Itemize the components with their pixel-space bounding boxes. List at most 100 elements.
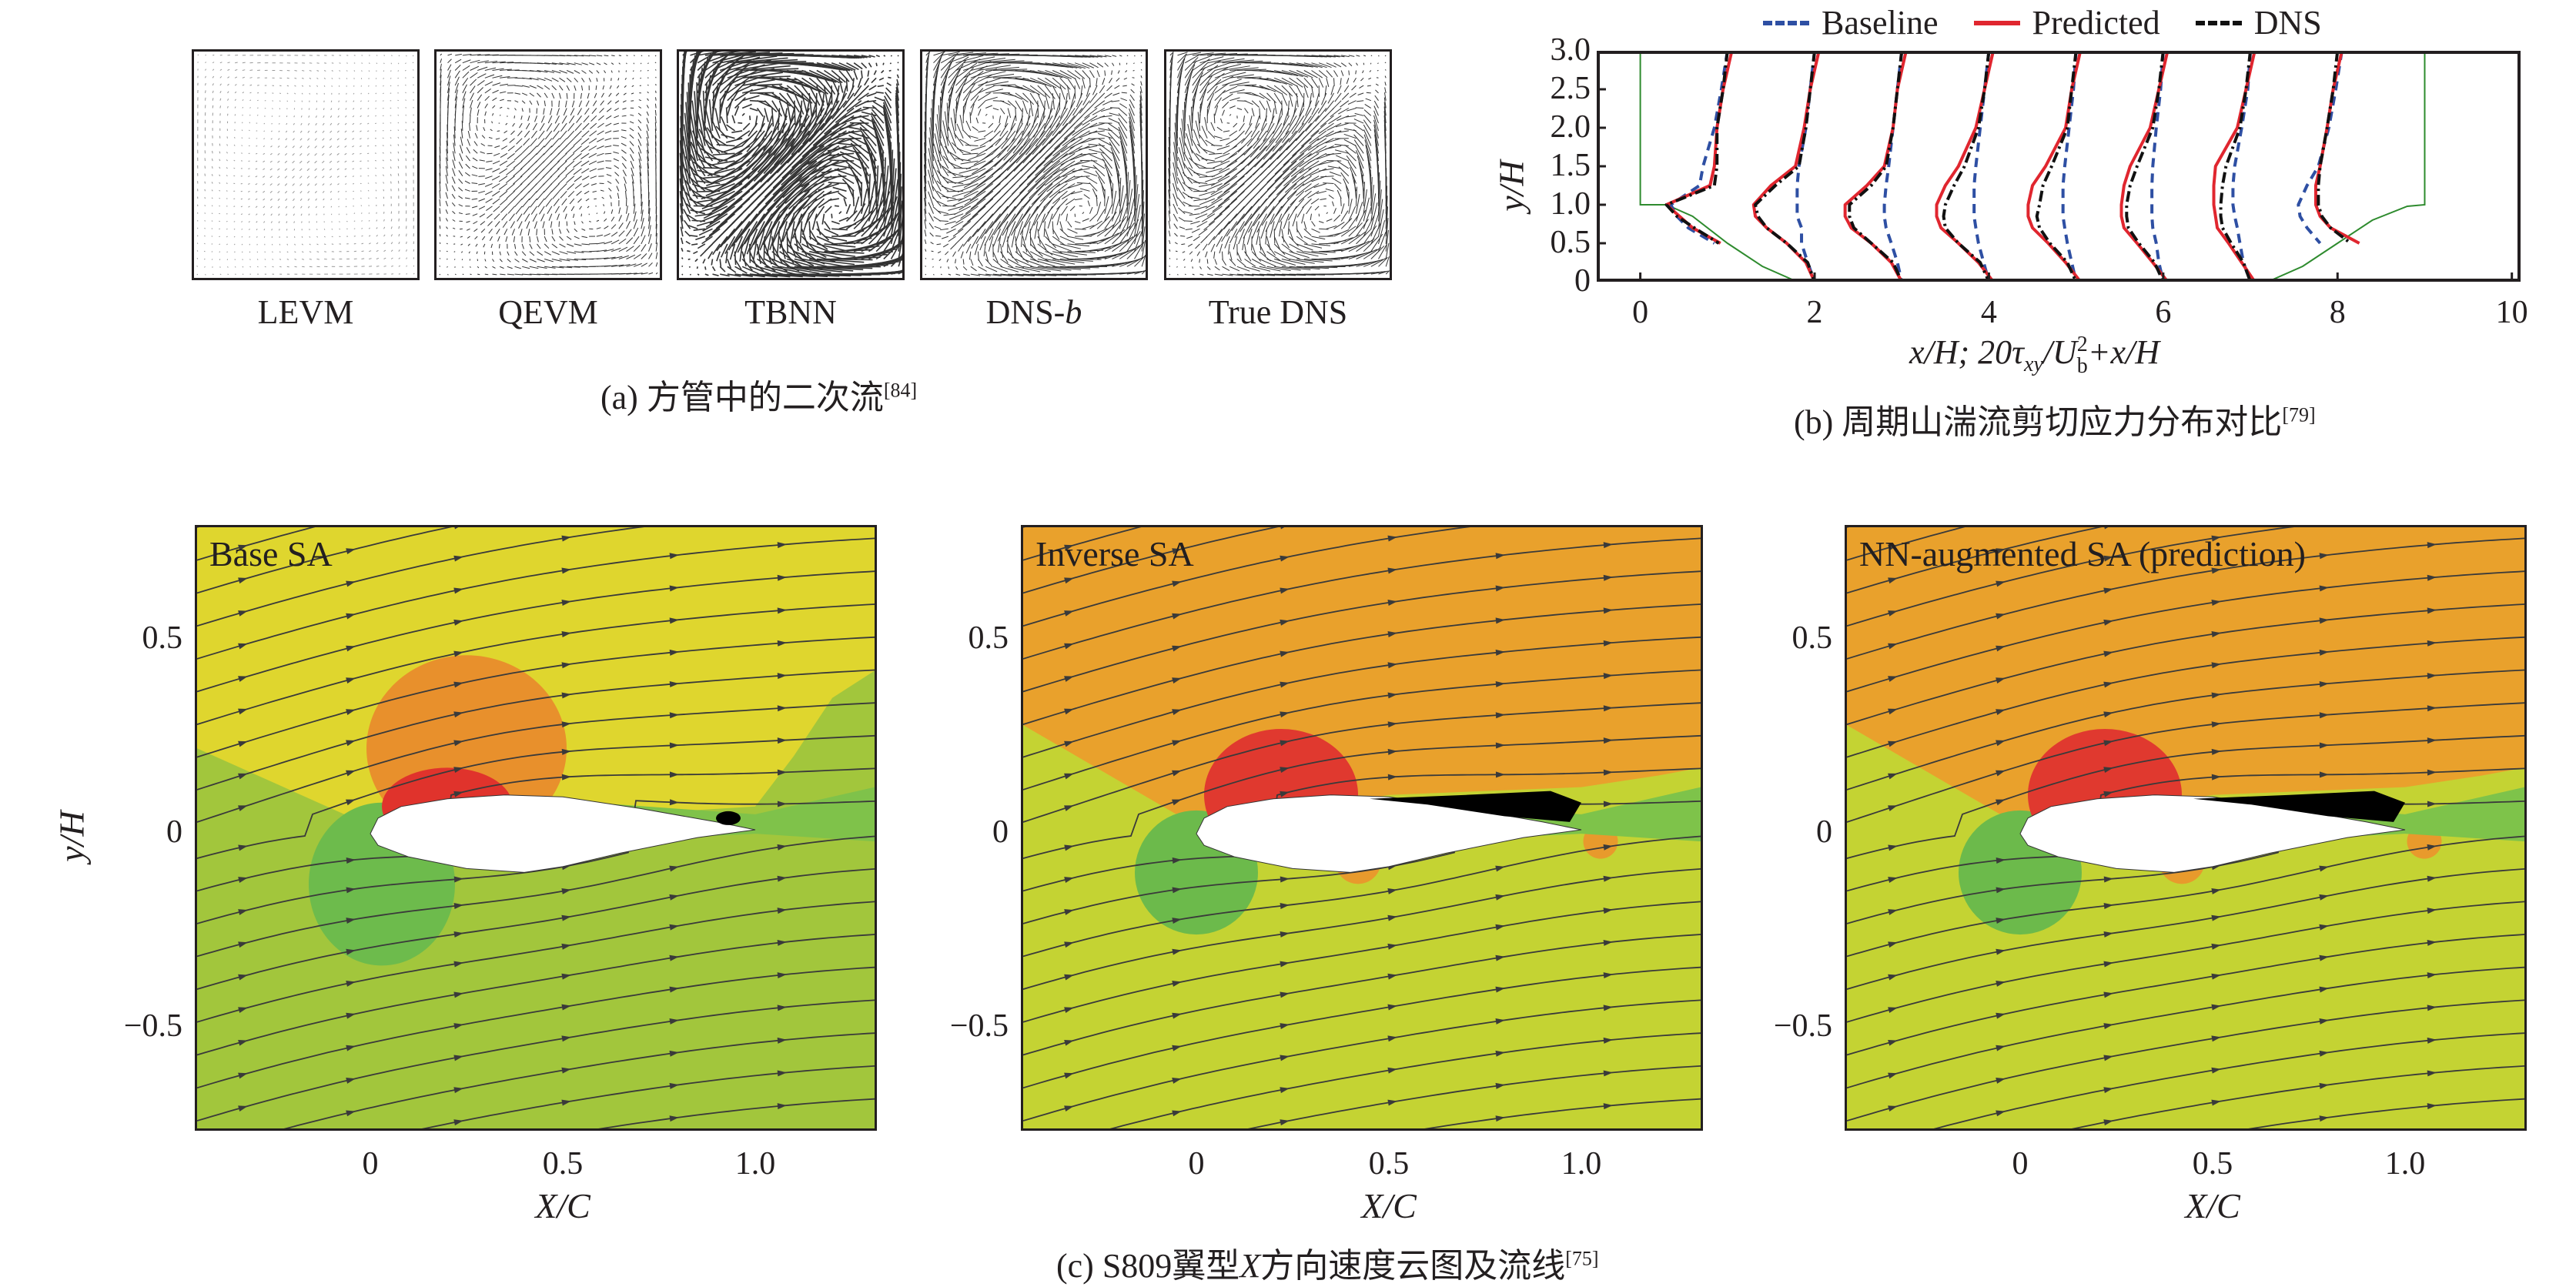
profile-predicted bbox=[2028, 51, 2080, 282]
vector-arrow bbox=[560, 131, 567, 139]
vector-arrow bbox=[517, 131, 522, 136]
vector-arrow bbox=[634, 219, 637, 229]
vector-arrow bbox=[413, 77, 414, 78]
vector-arrow bbox=[235, 266, 236, 267]
vector-arrow bbox=[604, 233, 611, 236]
vector-arrow bbox=[256, 176, 257, 177]
vector-arrow bbox=[398, 137, 399, 139]
vector-arrow bbox=[503, 139, 507, 142]
vector-arrow bbox=[1340, 101, 1349, 107]
vector-arrow bbox=[1207, 161, 1223, 163]
vector-arrow bbox=[256, 153, 257, 154]
vector-arrow bbox=[1319, 78, 1323, 87]
vector-arrow bbox=[234, 160, 235, 161]
vector-arrow bbox=[485, 82, 493, 85]
vector-arrow bbox=[698, 274, 699, 275]
vector-arrow bbox=[599, 109, 604, 113]
vector-arrow bbox=[369, 220, 370, 221]
vector-arrow bbox=[591, 115, 597, 121]
xlabel-sub: xy bbox=[2024, 353, 2043, 376]
vector-arrow bbox=[486, 199, 493, 202]
vector-arrow bbox=[256, 214, 257, 216]
vector-arrow bbox=[985, 105, 992, 108]
vector-arrow bbox=[399, 226, 400, 229]
vector-arrow bbox=[597, 161, 604, 162]
vector-arrow bbox=[1385, 87, 1386, 92]
vector-arrow bbox=[578, 199, 582, 202]
vector-arrow bbox=[999, 115, 1001, 123]
vector-arrow bbox=[337, 146, 340, 148]
vector-arrow bbox=[498, 236, 500, 241]
vector-arrow bbox=[613, 152, 618, 153]
vector-arrow bbox=[486, 206, 492, 211]
vector-arrow bbox=[617, 85, 618, 88]
vector-arrow bbox=[302, 71, 304, 72]
vector-arrow bbox=[391, 242, 393, 244]
vector-arrow bbox=[1097, 93, 1105, 101]
vector-arrow bbox=[1061, 206, 1067, 216]
vector-arrow bbox=[309, 93, 310, 95]
vector-arrow bbox=[614, 159, 619, 161]
vector-arrow bbox=[384, 250, 386, 252]
vector-arrow bbox=[1088, 201, 1089, 206]
vector-arrow bbox=[1169, 274, 1170, 275]
vector-arrow bbox=[243, 77, 245, 78]
vector-arrow bbox=[624, 177, 626, 184]
vector-arrow bbox=[1141, 69, 1142, 70]
vector-arrow bbox=[473, 214, 477, 216]
vector-arrow bbox=[317, 259, 319, 260]
vector-arrow bbox=[338, 115, 340, 117]
vector-arrow bbox=[468, 131, 470, 139]
vector-arrow bbox=[970, 112, 971, 123]
vector-arrow bbox=[533, 123, 537, 130]
vector-arrow bbox=[480, 222, 485, 226]
vector-arrow bbox=[1109, 78, 1112, 83]
vector-arrow bbox=[228, 99, 229, 100]
vector-arrow bbox=[263, 206, 265, 208]
vector-arrow bbox=[332, 63, 333, 64]
vector-arrow bbox=[619, 215, 622, 221]
vector-arrow bbox=[493, 161, 500, 164]
vector-arrow bbox=[1189, 252, 1193, 255]
vector-arrow bbox=[1329, 195, 1334, 199]
vector-arrow bbox=[713, 266, 715, 271]
vector-arrow bbox=[248, 176, 249, 177]
vector-arrow bbox=[634, 228, 638, 236]
vector-arrow bbox=[1075, 222, 1080, 223]
vector-arrow bbox=[541, 214, 545, 222]
vector-arrow bbox=[529, 146, 537, 155]
vector-arrow bbox=[493, 98, 497, 101]
vector-arrow bbox=[1267, 259, 1286, 266]
vector-arrow bbox=[241, 214, 243, 215]
vector-arrow bbox=[684, 220, 691, 229]
vector-arrow bbox=[701, 252, 705, 256]
vector-arrow bbox=[1015, 109, 1016, 122]
xlabel-sup: 2 bbox=[2077, 334, 2088, 356]
vector-arrow bbox=[537, 93, 541, 97]
vector-arrow bbox=[369, 71, 370, 72]
vector-arrow bbox=[399, 234, 400, 236]
vector-arrow bbox=[353, 93, 354, 95]
vector-arrow bbox=[562, 115, 567, 123]
vector-arrow bbox=[1071, 93, 1075, 109]
vector-arrow bbox=[383, 138, 384, 139]
label-dns-b: DNS-b bbox=[918, 292, 1149, 332]
vector-arrow bbox=[398, 173, 399, 176]
vector-arrow bbox=[507, 274, 514, 275]
vector-arrow bbox=[1090, 71, 1095, 78]
vector-arrow bbox=[493, 266, 496, 268]
vector-arrow bbox=[1312, 222, 1316, 227]
vector-arrow bbox=[390, 130, 391, 131]
vector-arrow bbox=[406, 226, 407, 229]
vector-arrow bbox=[574, 131, 582, 139]
vector-arrow bbox=[1266, 214, 1274, 232]
vector-arrow bbox=[589, 161, 597, 165]
vector-arrow bbox=[932, 196, 941, 206]
vector-arrow bbox=[1218, 169, 1237, 181]
vector-arrow bbox=[369, 198, 370, 199]
vector-arrow bbox=[510, 214, 515, 221]
vector-arrow bbox=[567, 244, 574, 246]
vector-arrow bbox=[1179, 217, 1185, 221]
profile-predicted bbox=[1667, 51, 1732, 243]
vector-arrow bbox=[544, 78, 552, 81]
